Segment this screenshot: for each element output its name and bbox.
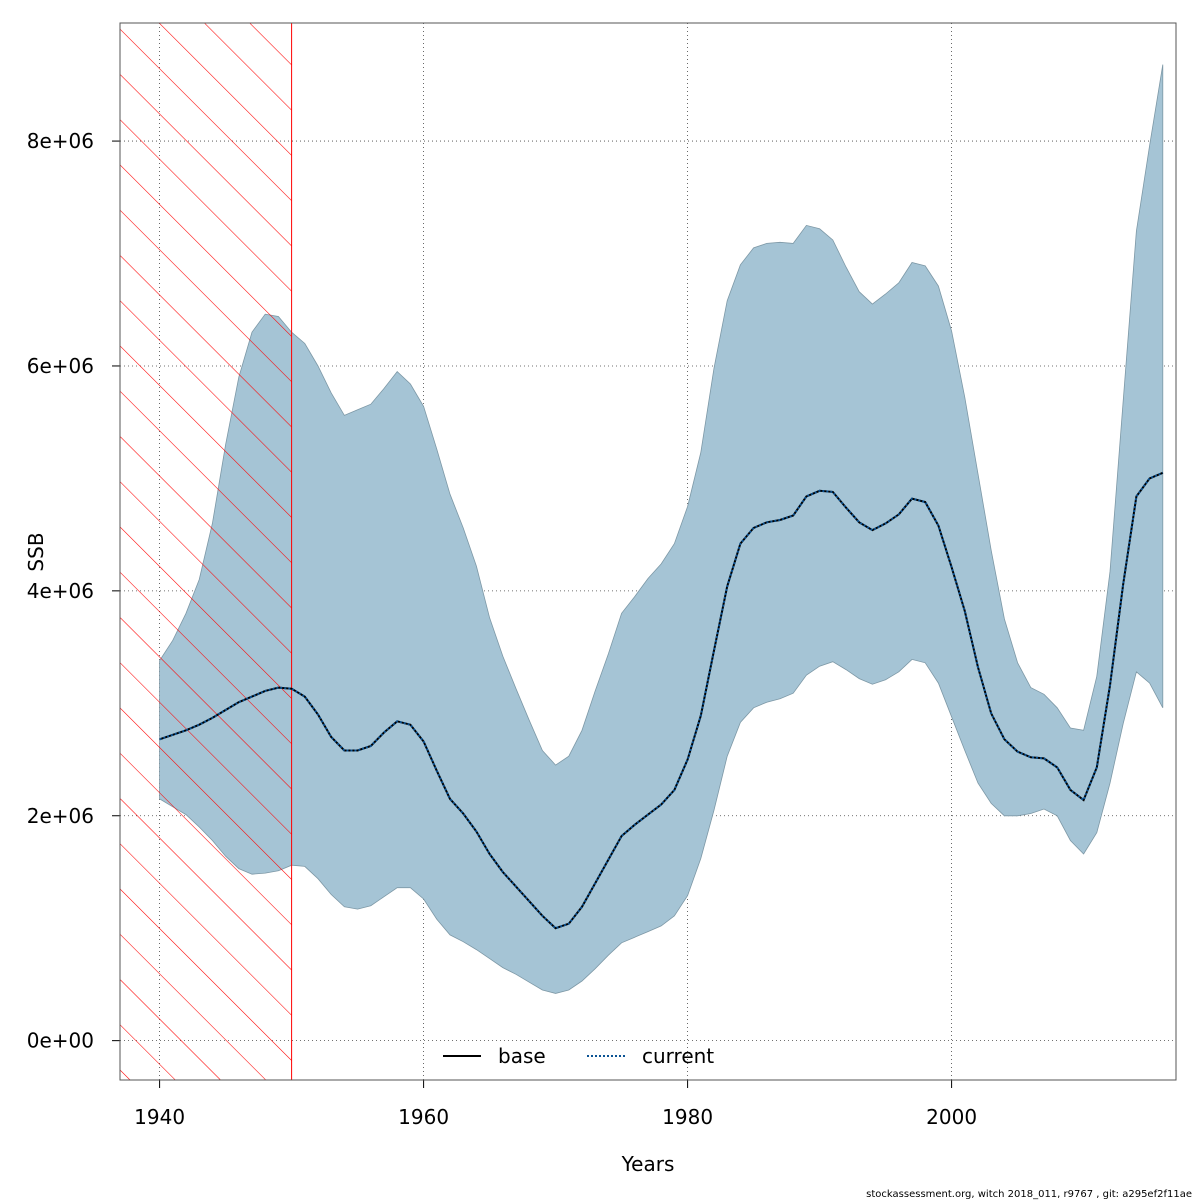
legend-base-label: base [498, 1044, 546, 1068]
confidence-band-layer [159, 64, 1164, 994]
hatched-region [119, 22, 293, 1081]
footer-credit: stockassessment.org, witch 2018_011, r97… [866, 1189, 1192, 1200]
x-tick-label-1980: 1980 [662, 1105, 713, 1129]
y-axis-title: SSB [24, 532, 48, 571]
x-tick-label-2000: 2000 [926, 1105, 977, 1129]
legend-current-label: current [642, 1044, 714, 1068]
axes: 1940 1960 1980 2000 0e+00 2e+06 4e+06 6e+06 8e+0… [27, 129, 977, 1129]
x-tick-label-1960: 1960 [398, 1105, 449, 1129]
series-line-current-base [159, 471, 1164, 930]
y-tick-label-4: 8e+06 [27, 129, 94, 153]
confidence-band [159, 64, 1164, 994]
y-tick-label-0: 0e+00 [27, 1029, 94, 1053]
y-tick-label-2: 4e+06 [27, 579, 94, 603]
y-tick-label-3: 6e+06 [27, 354, 94, 378]
legend: base current [443, 1044, 714, 1068]
hatched-region-layer [119, 22, 293, 1081]
x-axis-title: Years [621, 1152, 675, 1176]
plot-frame [119, 22, 1177, 1081]
series-line-layer [159, 471, 1164, 930]
y-tick-label-1: 2e+06 [27, 804, 94, 828]
x-tick-label-1940: 1940 [134, 1105, 185, 1129]
